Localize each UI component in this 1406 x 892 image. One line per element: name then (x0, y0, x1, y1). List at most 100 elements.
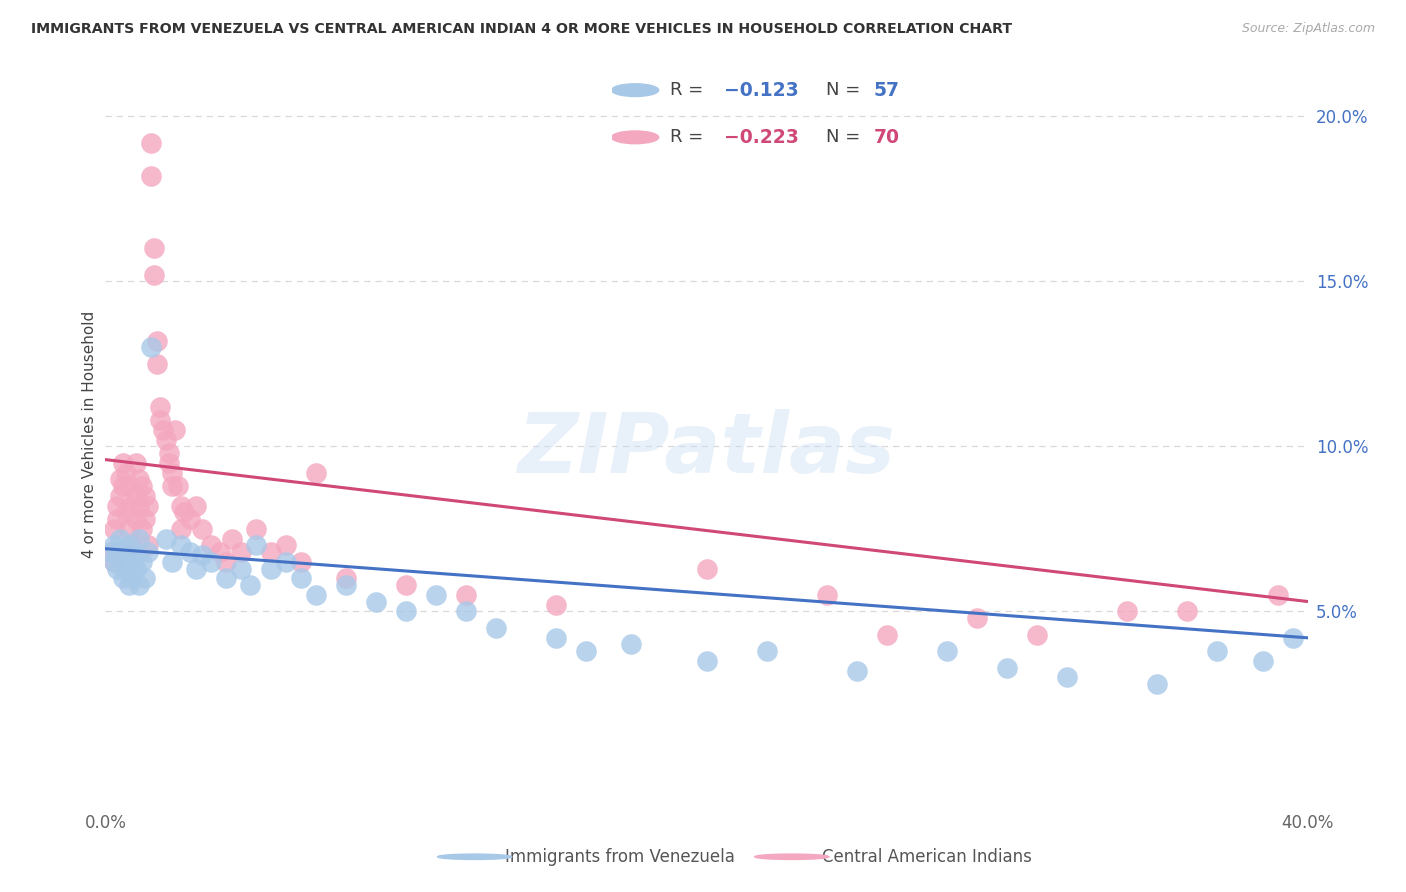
Point (290, 555, 312, 569)
Point (169, 522, 191, 536)
Point (239, 578, 262, 592)
Point (142, 268, 165, 282)
Point (305, 588, 328, 602)
Point (107, 499, 129, 513)
Point (425, 588, 447, 602)
Point (142, 241, 165, 255)
Text: R =: R = (671, 81, 703, 99)
Point (1175, 604, 1198, 618)
Point (221, 532, 243, 546)
Point (110, 489, 132, 503)
Circle shape (755, 854, 830, 860)
Point (128, 532, 150, 546)
Point (160, 466, 183, 480)
Point (1251, 654, 1274, 668)
Point (845, 664, 868, 678)
Text: N =: N = (827, 81, 860, 99)
Text: IMMIGRANTS FROM VENEZUELA VS CENTRAL AMERICAN INDIAN 4 OR MORE VEHICLES IN HOUSE: IMMIGRANTS FROM VENEZUELA VS CENTRAL AME… (31, 22, 1012, 37)
Point (169, 499, 191, 513)
Text: N =: N = (827, 128, 860, 146)
Point (546, 631, 568, 645)
Point (118, 538, 141, 552)
Point (157, 446, 180, 460)
Point (115, 561, 138, 575)
Point (229, 561, 252, 575)
Point (134, 512, 156, 526)
Point (115, 545, 138, 559)
Point (245, 522, 267, 536)
Point (245, 538, 267, 552)
Point (118, 522, 141, 536)
Point (190, 522, 212, 536)
Point (148, 400, 170, 414)
Point (575, 644, 598, 658)
Point (184, 561, 207, 575)
Point (110, 532, 132, 546)
Point (173, 505, 195, 519)
Circle shape (437, 854, 512, 860)
Point (124, 512, 146, 526)
Point (139, 340, 162, 354)
Point (190, 549, 212, 563)
Text: 57: 57 (873, 80, 900, 100)
Point (305, 466, 328, 480)
Point (274, 538, 297, 552)
Point (260, 545, 283, 559)
Point (107, 512, 129, 526)
Point (335, 578, 357, 592)
Point (1026, 627, 1049, 641)
Point (1206, 644, 1229, 658)
Point (124, 456, 146, 470)
Point (128, 578, 150, 592)
Point (136, 545, 159, 559)
Point (454, 604, 477, 618)
Point (1267, 588, 1289, 602)
Text: −0.223: −0.223 (724, 128, 799, 147)
Point (157, 456, 180, 470)
Point (124, 489, 146, 503)
Point (115, 505, 138, 519)
Point (136, 499, 159, 513)
Point (214, 571, 236, 585)
Point (121, 499, 143, 513)
Point (112, 456, 135, 470)
Point (103, 522, 125, 536)
Point (103, 555, 125, 569)
Point (1116, 604, 1139, 618)
Point (110, 545, 132, 559)
Point (121, 571, 143, 585)
Point (145, 334, 167, 348)
Point (134, 489, 156, 503)
Point (335, 571, 357, 585)
Text: Immigrants from Venezuela: Immigrants from Venezuela (505, 847, 735, 866)
Point (155, 433, 177, 447)
Point (155, 532, 177, 546)
Point (131, 555, 153, 569)
Point (936, 644, 959, 658)
Point (136, 538, 159, 552)
Point (200, 538, 222, 552)
Point (696, 561, 718, 575)
Point (107, 549, 129, 563)
Text: −0.123: −0.123 (724, 80, 799, 100)
Point (364, 594, 387, 608)
Point (395, 578, 418, 592)
Point (184, 499, 207, 513)
Point (274, 555, 297, 569)
Point (214, 555, 236, 569)
Point (103, 555, 125, 569)
Point (1281, 631, 1303, 645)
Point (179, 545, 201, 559)
Point (131, 522, 153, 536)
Point (152, 423, 174, 437)
Point (260, 561, 283, 575)
Text: R =: R = (671, 128, 703, 146)
Point (103, 538, 125, 552)
Point (179, 512, 201, 526)
Point (200, 555, 222, 569)
Point (124, 549, 146, 563)
Point (1056, 670, 1078, 684)
Point (966, 611, 988, 625)
Point (169, 538, 191, 552)
Point (395, 604, 418, 618)
